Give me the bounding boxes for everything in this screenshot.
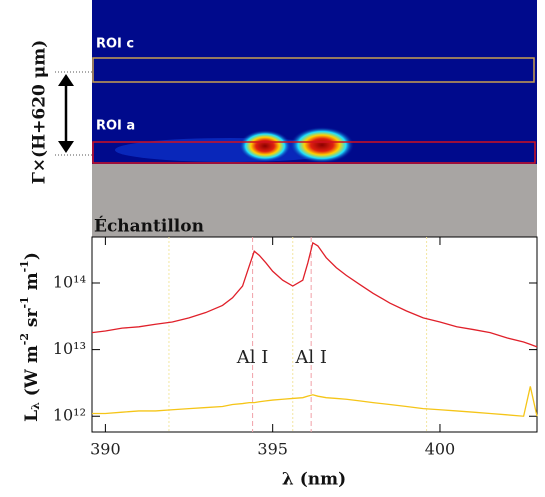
emission-spot <box>239 130 291 162</box>
sample-label: Échantillon <box>94 216 204 237</box>
plot-area <box>91 236 538 433</box>
y-axis-label: Lλ (W m-2 sr-1 m-1) <box>18 252 42 422</box>
y-label-part: (W m <box>22 345 42 402</box>
emission-spot <box>290 127 354 163</box>
y-tick-label: 10¹² <box>53 406 86 425</box>
height-label: Γ×(H+620 μm) <box>30 40 50 185</box>
spectrum-line <box>92 386 538 417</box>
x-tick-label: 395 <box>257 440 288 459</box>
y-tick-label: 10¹³ <box>53 339 86 358</box>
roi-a-label: ROI a <box>96 119 135 134</box>
y-label-part: L <box>22 410 42 422</box>
line-annotation: Al I <box>294 347 327 368</box>
roi-a-box <box>92 141 536 164</box>
x-axis-label: λ (nm) <box>282 470 346 490</box>
y-label-part: ) <box>22 252 42 260</box>
x-tick-label: 400 <box>425 440 456 459</box>
x-tick-label: 390 <box>90 440 121 459</box>
spectrum-line <box>91 241 538 348</box>
plot: Al I Al I 390 395 400 10¹² 10¹³ 10¹⁴ <box>53 237 538 459</box>
roi-c-label: ROI c <box>96 37 134 52</box>
y-label-part: sr <box>22 308 42 333</box>
line-annotation: Al I <box>236 347 269 368</box>
y-label-part: -2 <box>18 333 31 345</box>
y-label-part: -1 <box>18 260 31 272</box>
y-label-part: m <box>22 272 42 296</box>
sample-region <box>92 164 537 237</box>
y-label-part: -1 <box>18 296 31 308</box>
y-tick-label: 10¹⁴ <box>53 272 86 291</box>
y-label-part: λ <box>29 402 42 410</box>
roi-c-box <box>92 57 535 83</box>
